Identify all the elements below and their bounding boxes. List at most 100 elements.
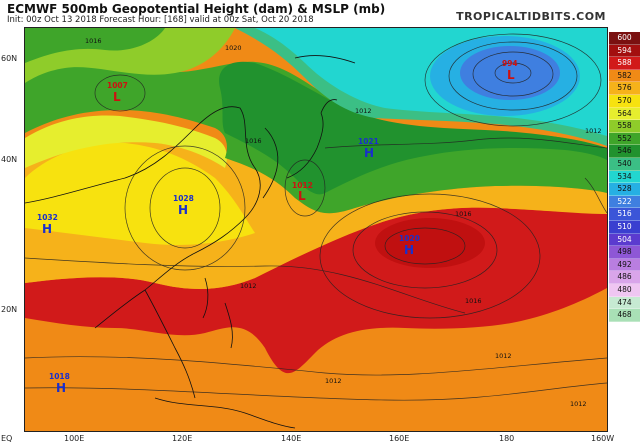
isobar-label: 1012 — [240, 282, 257, 290]
isobar-ring — [384, 227, 466, 265]
center-letter: L — [113, 90, 121, 104]
low-center-994: 994 L — [502, 59, 518, 82]
lat-label-40n: 40N — [1, 155, 18, 164]
lon-label-160e: 160E — [389, 434, 410, 443]
high-center-1028: 1028 H — [173, 194, 194, 217]
high-center-1032: 1032 H — [37, 213, 58, 236]
isobar-ring — [149, 167, 221, 249]
center-value: 1018 — [49, 372, 70, 381]
center-letter: H — [404, 243, 414, 257]
field-546-band — [219, 61, 607, 195]
field-522-core — [460, 46, 560, 100]
isobar-line — [25, 257, 466, 314]
lon-label-180: 180 — [499, 434, 515, 443]
lon-label-140e: 140E — [281, 434, 302, 443]
center-value: 1032 — [37, 213, 58, 222]
philippines-coastline — [202, 277, 233, 349]
center-letter: H — [56, 381, 66, 395]
center-letter: L — [298, 189, 306, 203]
lat-label-60n: 60N — [1, 54, 18, 63]
center-value: 1007 — [107, 81, 128, 90]
isobar-line — [324, 137, 607, 149]
isobar-label: 1012 — [585, 127, 602, 135]
colorbar-level: 600 — [609, 32, 640, 45]
isobar-label: 1016 — [465, 297, 482, 305]
center-letter: H — [42, 222, 52, 236]
asia-coastline — [25, 106, 261, 329]
isobar-line — [25, 382, 607, 401]
colorbar-level: 546 — [609, 145, 640, 158]
colorbar-level: 528 — [609, 183, 640, 196]
high-center-1020: 1020 H — [399, 234, 420, 257]
colorbar-level: 492 — [609, 258, 640, 272]
map-subtitle: Init: 00z Oct 13 2018 Forecast Hour: [16… — [7, 15, 314, 25]
low-center-1012: 1012 L — [292, 181, 313, 203]
isobar-ring — [494, 62, 532, 84]
colorbar-level: 534 — [609, 170, 640, 184]
colorbar-level: 522 — [609, 195, 640, 209]
field-552-nw — [25, 28, 165, 63]
lat-label-20n: 20N — [1, 305, 18, 314]
isobar-ring — [472, 51, 554, 97]
header: ECMWF 500mb Geopotential Height (dam) & … — [0, 0, 640, 26]
colorbar-level: 552 — [609, 132, 640, 146]
center-value: 1028 — [173, 194, 194, 203]
center-value: 994 — [502, 59, 518, 68]
lon-label-120e: 120E — [172, 434, 193, 443]
isobar-ring — [94, 74, 146, 112]
isobar-label: 1016 — [245, 137, 262, 145]
pressure-centers: 1007 L 994 L 1012 L 1021 H 1028 H 1032 H — [37, 59, 518, 395]
high-center-1018: 1018 H — [49, 372, 70, 395]
colorbar-level: 516 — [609, 208, 640, 221]
isobar-ring — [319, 193, 541, 319]
high-center-1021: 1021 H — [358, 137, 379, 160]
indochina-coastline — [144, 289, 196, 399]
low-center-1007: 1007 L — [107, 81, 128, 104]
coastlines — [25, 55, 356, 429]
indonesia-coastline — [154, 397, 296, 429]
isobar-label: 1016 — [85, 37, 102, 45]
colorbar-level: 540 — [609, 158, 640, 171]
center-letter: H — [364, 146, 374, 160]
lon-label-160w: 160W — [591, 434, 615, 443]
colorbar-level: 594 — [609, 44, 640, 58]
isobar-ring — [352, 211, 498, 289]
lon-label-100e: 100E — [64, 434, 85, 443]
center-value: 1020 — [399, 234, 420, 243]
isobar-label: 1016 — [455, 210, 472, 218]
colorbar-level: 582 — [609, 69, 640, 83]
height-field-map: 1016 1020 1012 1016 1012 1016 1012 1012 … — [25, 28, 607, 431]
colorbar-level: 564 — [609, 107, 640, 121]
colorbar-legend: 600 594 588 582 576 570 564 558 552 546 540 534 528 5… — [609, 27, 640, 430]
kamchatka-coastline — [294, 55, 356, 64]
center-letter: L — [507, 68, 515, 82]
isobar-label: 1012 — [570, 400, 587, 408]
isobar-line — [584, 177, 607, 214]
colorbar-level: 480 — [609, 284, 640, 297]
colorbar-level: 474 — [609, 296, 640, 310]
field-594-core — [375, 218, 485, 268]
colorbar-level: 468 — [609, 309, 640, 322]
korea-coastline — [262, 127, 279, 199]
field-564-band — [25, 115, 227, 168]
colorbar-level: 498 — [609, 246, 640, 259]
colorbar-level: 510 — [609, 221, 640, 234]
center-letter: H — [178, 203, 188, 217]
map-frame: 1016 1020 1012 1016 1012 1016 1012 1012 … — [24, 27, 608, 432]
isobar-label: 1012 — [355, 107, 372, 115]
japan-coastline — [286, 99, 338, 179]
center-value: 1012 — [292, 181, 313, 190]
isobar-ring — [424, 33, 602, 127]
isobar-line — [25, 356, 607, 376]
isobar-labels: 1016 1020 1012 1016 1012 1016 1012 1012 … — [85, 37, 602, 408]
map-title: ECMWF 500mb Geopotential Height (dam) & … — [7, 2, 386, 16]
colorbar-level: 486 — [609, 271, 640, 284]
isobar-ring — [124, 145, 246, 271]
lat-label-eq: EQ — [1, 434, 13, 443]
colorbar-level: 588 — [609, 57, 640, 70]
isobar-ring — [448, 41, 578, 111]
colorbar-level: 570 — [609, 95, 640, 108]
isobars — [25, 33, 607, 401]
field-570-band — [25, 142, 255, 245]
isobar-label: 1012 — [325, 377, 342, 385]
